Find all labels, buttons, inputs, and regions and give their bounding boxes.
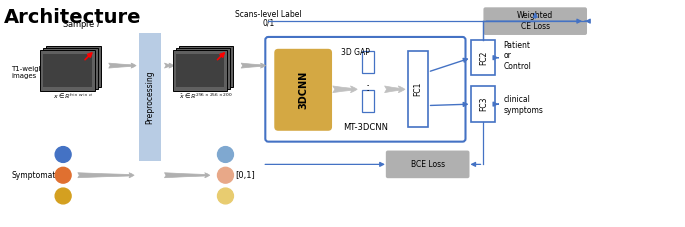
Bar: [182, 50, 230, 83]
FancyBboxPatch shape: [274, 49, 332, 131]
Bar: [362, 90, 374, 112]
FancyBboxPatch shape: [265, 37, 466, 142]
Text: Weighted
CE Loss: Weighted CE Loss: [517, 11, 553, 31]
Bar: [49, 50, 98, 83]
Text: [0,1]: [0,1]: [236, 171, 256, 180]
Text: Scans-level Label: Scans-level Label: [235, 10, 301, 19]
Circle shape: [55, 188, 71, 204]
Bar: [40, 50, 95, 91]
Text: FC1: FC1: [413, 82, 422, 96]
Bar: [43, 48, 98, 89]
Text: FC2: FC2: [479, 50, 488, 65]
Circle shape: [218, 188, 234, 204]
Bar: [173, 50, 227, 91]
Bar: [46, 52, 95, 85]
Text: Preprocessing: Preprocessing: [145, 70, 154, 124]
Bar: [471, 40, 495, 75]
Bar: [175, 48, 230, 89]
Circle shape: [55, 147, 71, 162]
Text: BCE Loss: BCE Loss: [410, 160, 445, 169]
Text: 0/1: 0/1: [262, 18, 275, 27]
Bar: [179, 52, 227, 85]
FancyBboxPatch shape: [386, 151, 469, 178]
Bar: [46, 46, 101, 87]
Text: Symptomatic: Symptomatic: [12, 171, 62, 180]
Circle shape: [55, 167, 71, 183]
Bar: [139, 33, 161, 161]
Circle shape: [218, 147, 234, 162]
Text: 3DCNN: 3DCNN: [298, 71, 308, 109]
Text: clinical
symptoms: clinical symptoms: [503, 95, 543, 115]
Text: $\hat{x} \in \mathbb{R}^{256 \times 256 \times 200}$: $\hat{x} \in \mathbb{R}^{256 \times 256 …: [179, 92, 232, 101]
Text: :: :: [366, 81, 370, 94]
Text: Patient
or
Control: Patient or Control: [503, 41, 532, 71]
FancyBboxPatch shape: [484, 7, 587, 35]
Bar: [175, 54, 225, 87]
Text: $x \in \mathbb{R}^{h_i \times w_i \times c_i}$: $x \in \mathbb{R}^{h_i \times w_i \times…: [53, 92, 93, 101]
Bar: [43, 54, 92, 87]
Bar: [408, 51, 427, 127]
Circle shape: [218, 167, 234, 183]
Text: Architecture: Architecture: [4, 8, 142, 27]
Bar: [362, 51, 374, 72]
Text: FC3: FC3: [479, 97, 488, 111]
Text: T1-weighted
images: T1-weighted images: [12, 66, 55, 79]
Text: MT-3DCNN: MT-3DCNN: [343, 123, 388, 132]
Bar: [471, 86, 495, 122]
Text: 3D GAP: 3D GAP: [340, 48, 369, 57]
Bar: [179, 46, 234, 87]
Text: Sample $i$: Sample $i$: [62, 18, 100, 31]
